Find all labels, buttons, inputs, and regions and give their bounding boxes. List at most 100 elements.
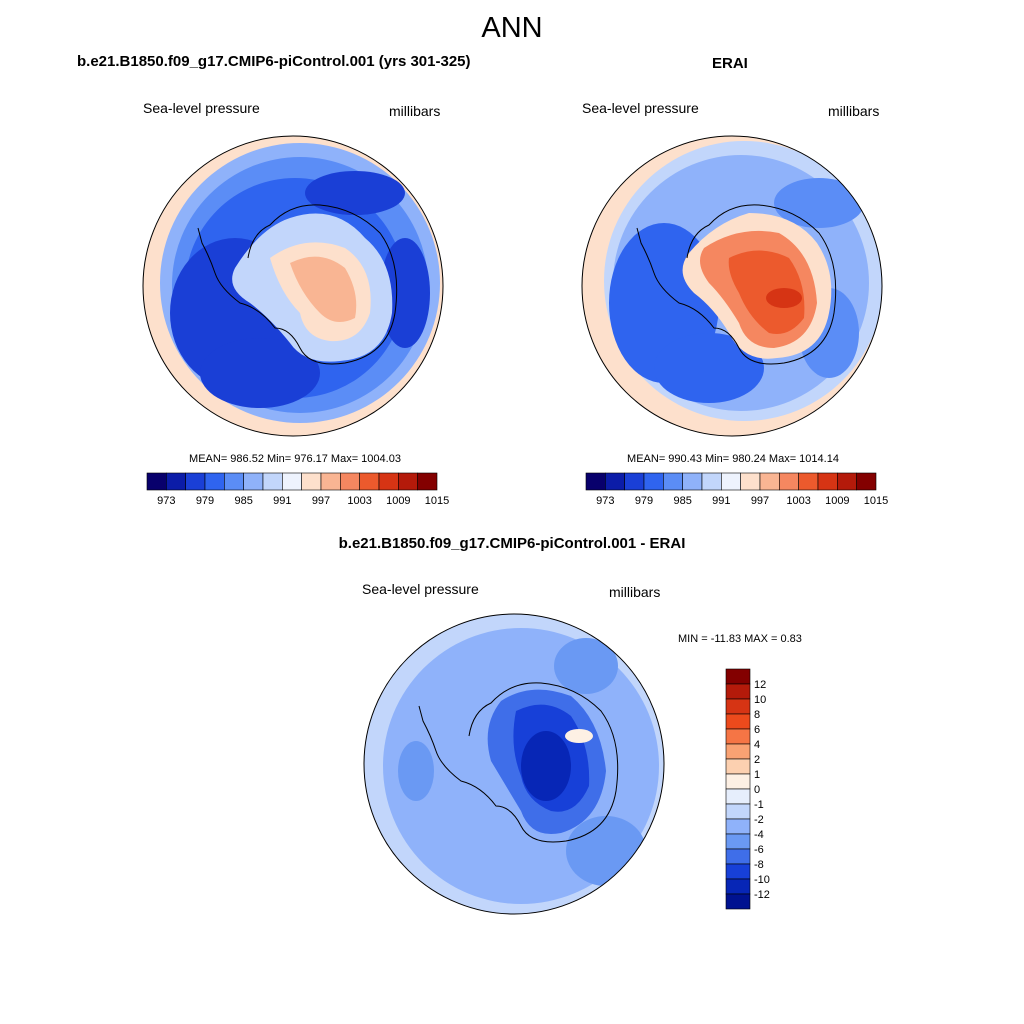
panel1-colorbar-box xyxy=(359,472,380,491)
panel2-colorbar-box xyxy=(837,472,857,491)
panel1-stats: MEAN= 986.52 Min= 976.17 Max= 1004.03 xyxy=(189,453,401,465)
panel1-colorbar-box xyxy=(224,472,244,491)
panel1-colorbar-tick-label: 1003 xyxy=(347,495,371,507)
panel1-colorbar-tick-label: 1009 xyxy=(386,495,410,507)
panel3-colorbar-box xyxy=(725,728,751,745)
panel3-continent-lowest xyxy=(521,731,571,801)
panel3-low-north xyxy=(554,638,618,694)
panel1-colorbar-tick-label: 973 xyxy=(157,495,175,507)
panel2-colorbar-tick-label: 997 xyxy=(751,495,769,507)
panel1-colorbar-box xyxy=(417,472,438,491)
panel3-colorbar-tick-label: 6 xyxy=(754,724,760,736)
panel3-coastline xyxy=(418,682,619,843)
panel1-map-boundary xyxy=(142,135,444,437)
panel1-colorbar-box xyxy=(243,472,264,491)
panel1-colorbar-tick-label: 1015 xyxy=(425,495,449,507)
panel2-colorbar-tick-label: 1009 xyxy=(825,495,849,507)
panel1-colorbar-box xyxy=(340,472,360,491)
panel3-colorbar-box xyxy=(725,773,751,790)
panel3-colorbar-tick-label: -2 xyxy=(754,814,764,826)
panel1-polar-map xyxy=(142,135,444,437)
panel3-colorbar-tick-label: 8 xyxy=(754,709,760,721)
panel1-colorbar-tick-label: 985 xyxy=(234,495,252,507)
panel2-colorbar-tick-label: 1003 xyxy=(786,495,810,507)
figure-title: ANN xyxy=(481,12,543,44)
panel3-positive-spot xyxy=(565,729,593,743)
panel3-colorbar-box xyxy=(725,713,751,730)
panel1-colorbar-tick-label: 991 xyxy=(273,495,291,507)
panel1-colorbar-box xyxy=(204,472,225,491)
panel2-colorbar-box xyxy=(663,472,683,491)
panel3-variable-label: Sea-level pressure xyxy=(362,581,479,597)
panel3-colorbar-tick-label: 10 xyxy=(754,694,766,706)
panel1-colorbar-box xyxy=(185,472,206,491)
panel1-colorbar-box xyxy=(301,472,322,491)
panel3-colorbar-tick-label: 2 xyxy=(754,754,760,766)
panel3-colorbar-tick-label: 0 xyxy=(754,784,760,796)
panel1-units-label: millibars xyxy=(389,103,441,119)
panel1-colorbar-tick-label: 979 xyxy=(196,495,214,507)
panel1-low-north xyxy=(305,171,405,215)
panel3-low-southeast xyxy=(566,816,646,886)
panel1-plateau-high xyxy=(290,256,357,322)
panel3-colorbar-box xyxy=(725,863,751,880)
panel3-colorbar-tick-label: -8 xyxy=(754,859,764,871)
panel1-colorbar: 973 979 985 991 997 1003 1009 1015 xyxy=(146,472,449,507)
panel2-map-boundary xyxy=(581,135,883,437)
panel3-units-label: millibars xyxy=(609,584,661,600)
panel2-colorbar-box xyxy=(585,472,606,491)
panel1-colorbar-box xyxy=(378,472,399,491)
panel3-colorbar-box xyxy=(725,683,751,700)
panel2-colorbar: 973 979 985 991 997 1003 1009 1015 xyxy=(585,472,888,507)
panel3-map-boundary xyxy=(363,613,665,915)
panel3-stats: MIN = -11.83 MAX = 0.83 xyxy=(678,633,802,645)
panel2-colorbar-box xyxy=(759,472,780,491)
panel3-colorbar-tick-label: 1 xyxy=(754,769,760,781)
panel3-low-west xyxy=(398,741,434,801)
panel3-colorbar-box xyxy=(725,818,751,835)
panel2-colorbar-box xyxy=(624,472,645,491)
panel1-low-south xyxy=(200,338,320,408)
panel2-plateau-peak xyxy=(766,288,802,308)
panel2-variable-label: Sea-level pressure xyxy=(582,100,699,116)
panel3-colorbar-box xyxy=(725,848,751,865)
panel1-colorbar-box xyxy=(398,472,418,491)
panel2-title: ERAI xyxy=(712,55,748,72)
panel1-low-east xyxy=(380,238,430,348)
panel3-colorbar-box xyxy=(725,743,751,760)
panel2-colorbar-tick-label: 991 xyxy=(712,495,730,507)
panel3-colorbar-box xyxy=(725,758,751,775)
panel3-title: b.e21.B1850.f09_g17.CMIP6-piControl.001 … xyxy=(338,535,686,552)
panel1-colorbar-tick-label: 997 xyxy=(312,495,330,507)
panel2-colorbar-tick-label: 979 xyxy=(635,495,653,507)
panel1-colorbar-box xyxy=(262,472,283,491)
panel2-colorbar-box xyxy=(798,472,819,491)
panel2-colorbar-box xyxy=(643,472,664,491)
panel2-colorbar-box xyxy=(740,472,761,491)
panel2-colorbar-tick-label: 973 xyxy=(596,495,614,507)
panel2-units-label: millibars xyxy=(828,103,880,119)
panel1-variable-label: Sea-level pressure xyxy=(143,100,260,116)
panel3-polar-map xyxy=(363,613,665,915)
panel3-colorbar-box xyxy=(725,668,751,685)
panel2-colorbar-box xyxy=(779,472,799,491)
panel2-stats: MEAN= 990.43 Min= 980.24 Max= 1014.14 xyxy=(627,453,839,465)
panel3-colorbar-tick-label: 12 xyxy=(754,679,766,691)
panel3-colorbar-box xyxy=(725,698,751,715)
panel3-colorbar-tick-label: -6 xyxy=(754,844,764,856)
panel2-low-south xyxy=(654,333,764,403)
panel3-colorbar-tick-label: 4 xyxy=(754,739,760,751)
panel3-colorbar-box xyxy=(725,893,751,910)
panel3-colorbar-tick-label: -12 xyxy=(754,889,770,901)
panel3-colorbar-tick-label: -4 xyxy=(754,829,764,841)
panel2-colorbar-box xyxy=(605,472,625,491)
panel1-colorbar-box xyxy=(320,472,341,491)
panel3-colorbar-box xyxy=(725,788,751,805)
panel3-colorbar-tick-label: -10 xyxy=(754,874,770,886)
panel2-colorbar-box xyxy=(817,472,838,491)
panel3-colorbar-box xyxy=(725,803,751,820)
panel2-colorbar-tick-label: 985 xyxy=(673,495,691,507)
panel1-colorbar-box xyxy=(146,472,167,491)
panel1-colorbar-box xyxy=(166,472,186,491)
